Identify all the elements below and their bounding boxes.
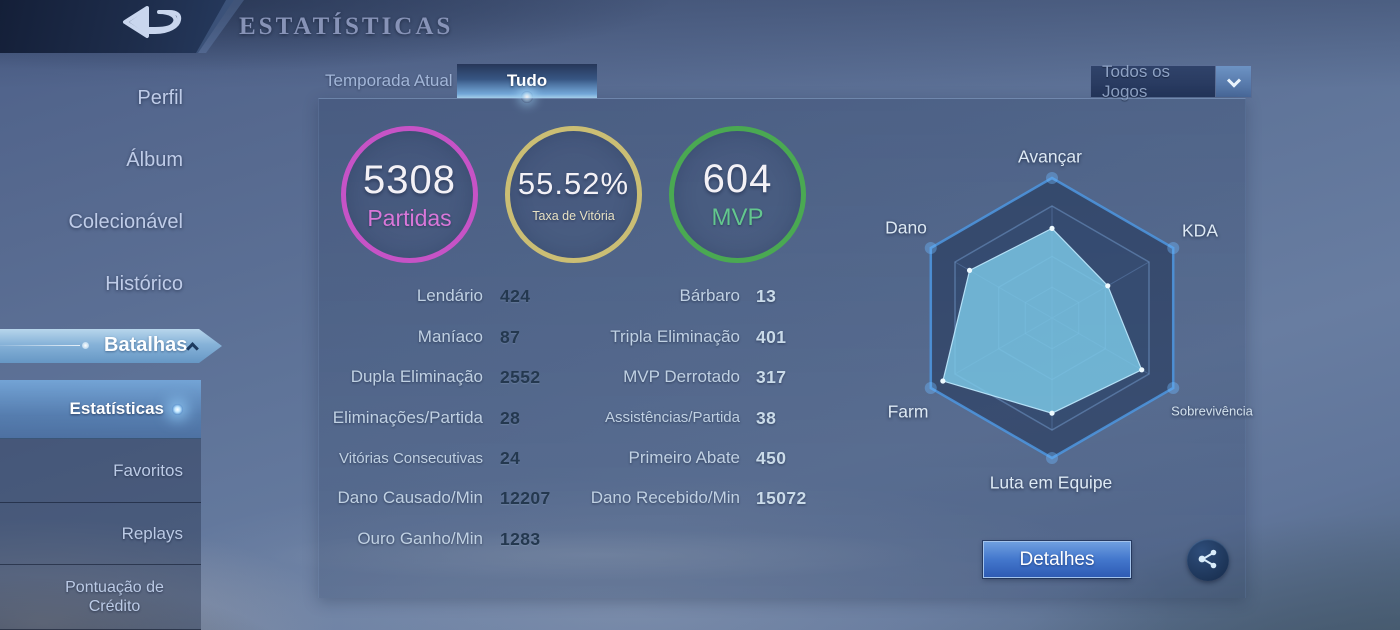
- stat-label: Dano Recebido/Min: [590, 488, 740, 507]
- winrate-value: 55.52%: [517, 166, 630, 201]
- stat-label: Maníaco: [417, 327, 483, 346]
- stat-value: 24: [500, 448, 521, 468]
- submenu-item-label: Replays: [121, 523, 183, 543]
- stat-value: 15072: [756, 488, 807, 508]
- tab-tudo-label: Tudo: [506, 71, 548, 90]
- winrate-circle: 55.52% Taxa de Vitória: [505, 126, 642, 263]
- mvp-label: MVP: [711, 204, 764, 231]
- radar-corner-glows: [924, 172, 1180, 464]
- mvp-value: 604: [702, 157, 773, 201]
- stat-label: Eliminações/Partida: [332, 408, 483, 427]
- stat-value: 13: [756, 286, 777, 306]
- radar-chart: Avançar KDA Sobrevivência Luta em Equipe…: [870, 140, 1260, 500]
- chevron-up-icon: [186, 342, 199, 355]
- chevron-down-icon: [1226, 73, 1241, 88]
- winrate-label: Taxa de Vitória: [532, 209, 615, 223]
- stat-label: Tripla Eliminação: [610, 327, 740, 346]
- radar-axis-farm: Farm: [887, 401, 929, 422]
- submenu-item-pontuacao-de-credito[interactable]: Pontuação de Crédito: [0, 565, 201, 630]
- tab-tudo[interactable]: Tudo: [457, 64, 597, 103]
- stat-value: 401: [756, 327, 787, 347]
- page-title: ESTATÍSTICAS: [239, 13, 454, 40]
- sidebar-item-historico[interactable]: Histórico: [105, 273, 183, 295]
- stat-label: Vitórias Consecutivas: [339, 450, 483, 467]
- sidebar-item-perfil[interactable]: Perfil: [137, 87, 183, 109]
- game-mode-dropdown[interactable]: Todos os Jogos: [1090, 62, 1252, 101]
- active-glow-dot: [172, 403, 183, 415]
- submenu-item-replays[interactable]: Replays: [0, 503, 201, 565]
- tab-active-glow-dot: [521, 91, 533, 103]
- stat-label: Primeiro Abate: [628, 448, 741, 467]
- stat-label: Assistências/Partida: [604, 409, 740, 426]
- radar-axis-avancar: Avançar: [1018, 146, 1082, 167]
- matches-value: 5308: [363, 157, 456, 202]
- submenu-item-label: Estatísticas: [69, 399, 165, 418]
- banner-decoration-line: [0, 345, 80, 346]
- submenu-item-favoritos[interactable]: Favoritos: [0, 439, 201, 503]
- radar-axis-luta-em-equipe: Luta em Equipe: [989, 472, 1113, 493]
- stat-value: 2552: [500, 367, 541, 387]
- share-button[interactable]: [1187, 539, 1229, 581]
- sidebar-item-colecionavel[interactable]: Colecionável: [68, 211, 183, 233]
- stat-value: 424: [500, 286, 531, 306]
- background-clouds: [150, 520, 1050, 590]
- banner-decoration-dot: [82, 342, 89, 349]
- sidebar-item-batalhas-label: Batalhas: [104, 334, 188, 356]
- stat-value: 317: [756, 367, 787, 387]
- radar-axis-sobrevivencia: Sobrevivência: [1171, 403, 1253, 419]
- share-icon: [1196, 546, 1220, 575]
- radar-axis-kda: KDA: [1182, 220, 1218, 241]
- radar-data-dots: [940, 225, 1145, 416]
- sidebar-item-album[interactable]: Álbum: [126, 149, 183, 171]
- details-button[interactable]: Detalhes: [983, 541, 1131, 578]
- stat-value: 38: [756, 408, 777, 428]
- submenu-item-estatisticas[interactable]: Estatísticas: [0, 380, 201, 439]
- game-mode-dropdown-value: Todos os Jogos: [1102, 61, 1171, 101]
- matches-label: Partidas: [367, 204, 452, 231]
- sidebar-item-batalhas[interactable]: Batalhas: [0, 329, 222, 363]
- back-arrow-icon: [117, 5, 183, 48]
- stat-value: 87: [500, 327, 521, 347]
- tab-temporada-atual[interactable]: Temporada Atual: [325, 71, 453, 90]
- radar-axis-dano: Dano: [885, 217, 927, 238]
- stat-label: Bárbaro: [679, 286, 740, 305]
- stat-value: 450: [756, 448, 787, 468]
- battles-submenu: Estatísticas Favoritos Replays Pontuação…: [0, 380, 201, 630]
- stat-label: Dupla Eliminação: [350, 367, 483, 386]
- back-button[interactable]: [110, 4, 190, 48]
- stat-label: MVP Derrotado: [623, 367, 740, 386]
- stat-label: Lendário: [416, 286, 483, 305]
- radar-svg: [924, 172, 1180, 464]
- dropdown-arrow-box[interactable]: [1215, 66, 1251, 97]
- matches-circle: 5308 Partidas: [341, 126, 478, 263]
- header-bar: [0, 0, 234, 53]
- stat-value: 1283: [500, 529, 541, 549]
- mvp-circle: 604 MVP: [669, 126, 806, 263]
- stat-value: 28: [500, 408, 521, 428]
- submenu-item-label: Favoritos: [113, 460, 183, 480]
- stat-label: Dano Causado/Min: [337, 488, 483, 507]
- stat-value: 12207: [500, 488, 551, 508]
- submenu-item-label: Pontuação de Crédito: [65, 578, 164, 615]
- stat-label: Ouro Ganho/Min: [357, 529, 483, 548]
